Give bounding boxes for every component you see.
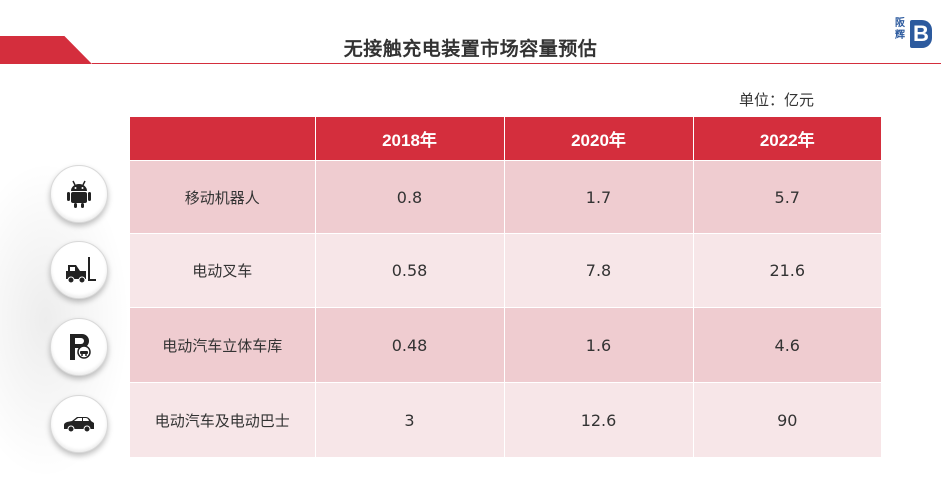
cell-value: 21.6 [693,233,881,308]
header-cell-blank [130,117,316,161]
table-row: 电动汽车立体车库 0.48 1.6 4.6 [130,307,881,383]
header-cell-2018: 2018年 [315,117,505,161]
car-icon [50,395,108,453]
row-label: 电动汽车立体车库 [130,307,316,383]
row-label: 移动机器人 [130,160,316,234]
cell-value: 4.6 [693,307,881,383]
cell-value: 0.58 [315,233,505,308]
row-label: 电动叉车 [130,233,316,308]
cell-value: 0.48 [315,307,505,383]
cell-value: 0.8 [315,160,505,234]
brand-logo: 阪辉 B [895,18,933,50]
cell-value: 1.7 [504,160,694,234]
page-title: 无接触充电装置市场容量预估 [343,38,598,60]
table-header-row: 2018年 2020年 2022年 [130,117,881,161]
header-divider [92,63,941,64]
android-robot-icon [50,165,108,223]
row-label: 电动汽车及电动巴士 [130,382,316,457]
table-row: 移动机器人 0.8 1.7 5.7 [130,160,881,234]
cell-value: 90 [693,382,881,457]
unit-label: 单位：亿元 [739,91,815,109]
cell-value: 3 [315,382,505,457]
cell-value: 12.6 [504,382,694,457]
parking-garage-icon [50,318,108,376]
header-cell-2020: 2020年 [504,117,694,161]
cell-value: 1.6 [504,307,694,383]
logo-text: 阪辉 [895,18,905,41]
table-row: 电动汽车及电动巴士 3 12.6 90 [130,382,881,457]
cell-value: 5.7 [693,160,881,234]
logo-letter: B [910,20,932,48]
forklift-icon [50,241,108,299]
table-row: 电动叉车 0.58 7.8 21.6 [130,233,881,308]
header-cell-2022: 2022年 [693,117,881,161]
cell-value: 7.8 [504,233,694,308]
market-capacity-table: 2018年 2020年 2022年 移动机器人 0.8 1.7 5.7 电动叉车… [130,117,881,457]
